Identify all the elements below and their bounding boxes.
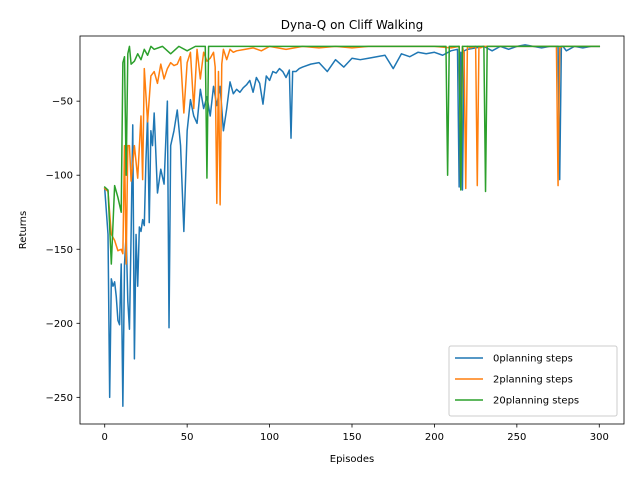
y-tick-label: −250 xyxy=(46,393,73,404)
y-tick-label: −50 xyxy=(52,97,73,108)
series-line-0 xyxy=(103,44,601,407)
legend-entries: 0planning steps 2planning steps 20planning… xyxy=(455,354,579,407)
y-tick-label: −200 xyxy=(46,319,73,330)
y-axis: −250 −200 −150 −100 −50 xyxy=(46,97,80,404)
x-tick-label: 300 xyxy=(590,432,609,443)
series-layer xyxy=(103,44,601,407)
x-tick-label: 0 xyxy=(102,432,108,443)
x-axis: 0 50 100 150 200 250 300 xyxy=(102,424,609,443)
x-tick-label: 100 xyxy=(260,432,279,443)
x-tick-label: 150 xyxy=(342,432,361,443)
y-axis-label: Returns xyxy=(18,211,29,249)
x-tick-label: 50 xyxy=(181,432,194,443)
legend: 0planning steps 2planning steps 20planning… xyxy=(448,345,618,417)
legend-label: 20planning steps xyxy=(493,396,579,407)
y-tick-label: −100 xyxy=(46,171,73,182)
series-line-1 xyxy=(103,45,601,265)
x-tick-label: 200 xyxy=(425,432,444,443)
x-axis-label: Episodes xyxy=(330,454,374,465)
legend-label: 2planning steps xyxy=(493,375,573,386)
legend-label: 0planning steps xyxy=(493,354,573,365)
x-tick-label: 250 xyxy=(507,432,526,443)
series-line-2 xyxy=(103,45,601,265)
y-tick-label: −150 xyxy=(46,245,73,256)
chart-title: Dyna-Q on Cliff Walking xyxy=(281,18,424,32)
legend-frame xyxy=(448,345,618,417)
plot-area xyxy=(103,44,601,407)
